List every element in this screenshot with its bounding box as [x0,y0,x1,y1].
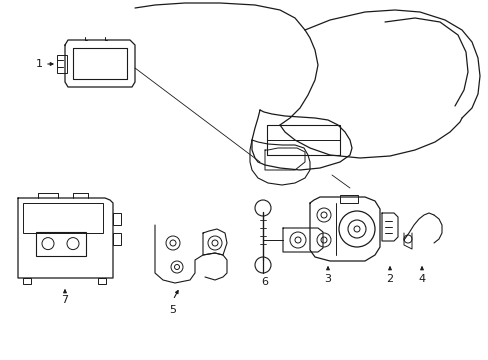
Text: 2: 2 [386,274,393,284]
Bar [98,278,106,284]
Text: 5: 5 [169,305,176,315]
Bar [23,278,31,284]
Text: 3: 3 [324,274,331,284]
Text: 4: 4 [418,274,425,284]
Text: 1: 1 [36,59,42,69]
Bar [339,195,357,203]
Bar [23,203,103,233]
Bar [57,55,67,73]
Bar [36,231,86,256]
Bar [113,233,121,245]
Text: 7: 7 [61,295,68,305]
Bar [113,213,121,225]
Text: 6: 6 [261,277,268,287]
